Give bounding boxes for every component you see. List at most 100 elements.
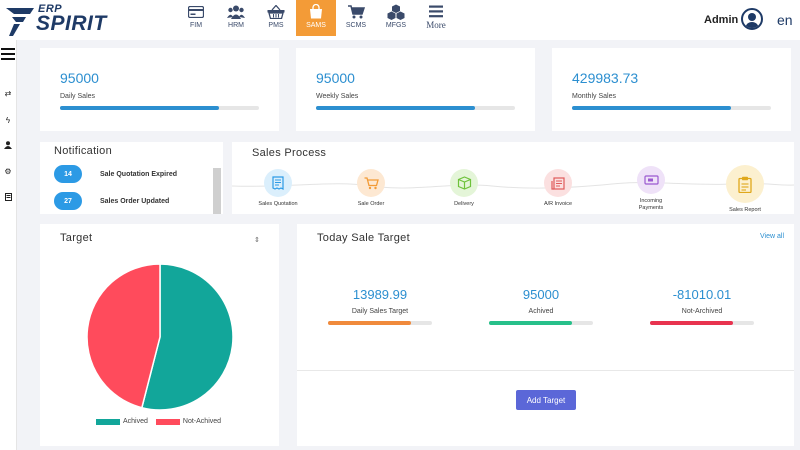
monthly-sales-card: 429983.73 Monthly Sales (552, 48, 791, 131)
erp-spirit-logo[interactable]: ERP SPIRIT (4, 2, 114, 38)
nav-hrm[interactable]: HRM (216, 0, 256, 36)
process-step-label: Sales Quotation (258, 201, 298, 207)
legend-item-achived[interactable]: Achived (96, 418, 148, 425)
user-avatar-icon[interactable] (741, 8, 763, 30)
nav-sams-label: SAMS (306, 22, 326, 29)
monthly-sales-progress (572, 106, 771, 110)
target-title: Target (60, 232, 93, 244)
payment-icon (643, 175, 659, 185)
monthly-sales-label: Monthly Sales (572, 93, 616, 100)
view-all-link[interactable]: View all (760, 233, 784, 240)
nav-scms[interactable]: SCMS (336, 0, 376, 36)
pie-legend: Achived Not-Achived (96, 418, 229, 425)
achived-label: Achived (528, 308, 554, 315)
process-step-label: Incoming Payments (638, 198, 664, 211)
weekly-sales-card: 95000 Weekly Sales (296, 48, 535, 131)
nav-fim-label: FIM (189, 22, 203, 29)
notification-text: Sales Order Updated (100, 197, 170, 205)
notification-card: Notification 14 Sale Quotation Expired 2… (40, 142, 223, 214)
add-target-button[interactable]: Add Target (516, 390, 576, 410)
pie-slice-achived[interactable] (140, 263, 234, 411)
process-flow-line (232, 182, 794, 189)
nav-mfgs-label: MFGS (385, 22, 407, 29)
notification-item[interactable]: 14 Sale Quotation Expired (54, 163, 177, 185)
boxes-icon (387, 4, 405, 20)
target-card: Target ⇕ Achived Not-Achived (40, 224, 279, 446)
users-icon (227, 5, 245, 19)
notification-scrollbar[interactable] (213, 168, 221, 214)
daily-sales-progress (60, 106, 259, 110)
basket-icon (267, 4, 285, 19)
sort-icon[interactable]: ⇕ (254, 237, 260, 244)
achived-progress (489, 321, 593, 325)
daily-sales-target-value: 13989.99 (352, 287, 408, 302)
nav-mfgs[interactable]: MFGS (376, 0, 416, 36)
not-archived-label: Not-Archived (681, 308, 723, 315)
daily-sales-target-progress (328, 321, 432, 325)
weekly-sales-label: Weekly Sales (316, 93, 359, 100)
not-archived-value: -81010.01 (672, 287, 732, 302)
menu-icon (429, 5, 443, 18)
weekly-sales-progress (316, 106, 515, 110)
cart-icon (347, 4, 365, 18)
daily-sales-value: 95000 (60, 70, 99, 86)
nav-more[interactable]: More (416, 0, 456, 36)
weekly-sales-value: 95000 (316, 70, 355, 86)
legend-label: Not-Achived (182, 418, 222, 425)
notification-count-badge: 27 (54, 192, 82, 210)
nav-more-label: More (426, 20, 446, 30)
document-icon[interactable] (3, 192, 13, 202)
daily-sales-card: 95000 Daily Sales (40, 48, 279, 131)
user-icon[interactable] (3, 140, 13, 150)
sales-process-title: Sales Process (252, 147, 327, 159)
today-sale-target-card: Today Sale Target View all 13989.99 Dail… (297, 224, 794, 446)
section-divider (297, 370, 794, 371)
process-step-sales-report[interactable]: Sales Report (715, 165, 775, 214)
bag-icon (310, 4, 322, 19)
notification-item[interactable]: 27 Sales Order Updated (54, 190, 169, 212)
language-switch[interactable]: en (777, 12, 793, 28)
process-step-label: Delivery (454, 201, 474, 207)
today-sale-target-title: Today Sale Target (317, 232, 410, 244)
achived-value: 95000 (522, 287, 560, 302)
monthly-sales-value: 429983.73 (572, 70, 639, 86)
process-step-delivery[interactable]: Delivery (434, 169, 494, 208)
pie-slice-not-achived[interactable] (86, 263, 161, 409)
not-archived-progress (650, 321, 754, 325)
process-step-sale-order[interactable]: Sale Order (341, 169, 401, 208)
process-step-ar-invoice[interactable]: A/R Invoice (528, 169, 588, 208)
nav-scms-label: SCMS (345, 22, 367, 29)
legend-label: Achived (123, 418, 148, 425)
process-step-label: Sale Order (357, 201, 385, 207)
top-bar: ERP SPIRIT FIM HRM PMS SAMS SCMS MFGS (0, 0, 800, 40)
nav-sams[interactable]: SAMS (296, 0, 336, 36)
sales-process-card: Sales Process Sales Quotation Sale Order… (232, 142, 794, 214)
sidebar: ⇄ ϟ ⚙ (0, 40, 17, 450)
nav-fim[interactable]: FIM (176, 0, 216, 36)
legend-item-not-achived[interactable]: Not-Achived (155, 418, 222, 425)
notification-title: Notification (54, 145, 113, 157)
nav-hrm-label: HRM (228, 22, 244, 29)
module-nav: FIM HRM PMS SAMS SCMS MFGS More (176, 0, 456, 40)
swap-icon[interactable]: ⇄ (4, 88, 12, 98)
card-icon (188, 5, 204, 18)
nav-pms-label: PMS (268, 22, 284, 29)
target-pie-chart (86, 263, 234, 411)
gear-icon[interactable]: ⚙ (4, 166, 12, 176)
logo-erp-text: ERP (38, 3, 63, 15)
nav-pms[interactable]: PMS (256, 0, 296, 36)
notification-text: Sale Quotation Expired (100, 170, 178, 178)
user-name[interactable]: Admin (704, 14, 739, 26)
process-step-label: A/R Invoice (543, 201, 573, 207)
notification-count-badge: 14 (54, 165, 82, 183)
bolt-icon[interactable]: ϟ (5, 115, 11, 125)
process-step-incoming-payments[interactable]: Incoming Payments (621, 166, 681, 212)
process-step-sales-quotation[interactable]: Sales Quotation (248, 169, 308, 208)
package-icon (457, 176, 471, 190)
sidebar-toggle-icon[interactable] (1, 48, 15, 63)
daily-sales-label: Daily Sales (60, 93, 96, 100)
clipboard-icon (738, 176, 752, 193)
cart-icon (364, 176, 379, 189)
logo-mark-icon (6, 8, 34, 36)
process-step-label: Sales Report (729, 207, 761, 213)
